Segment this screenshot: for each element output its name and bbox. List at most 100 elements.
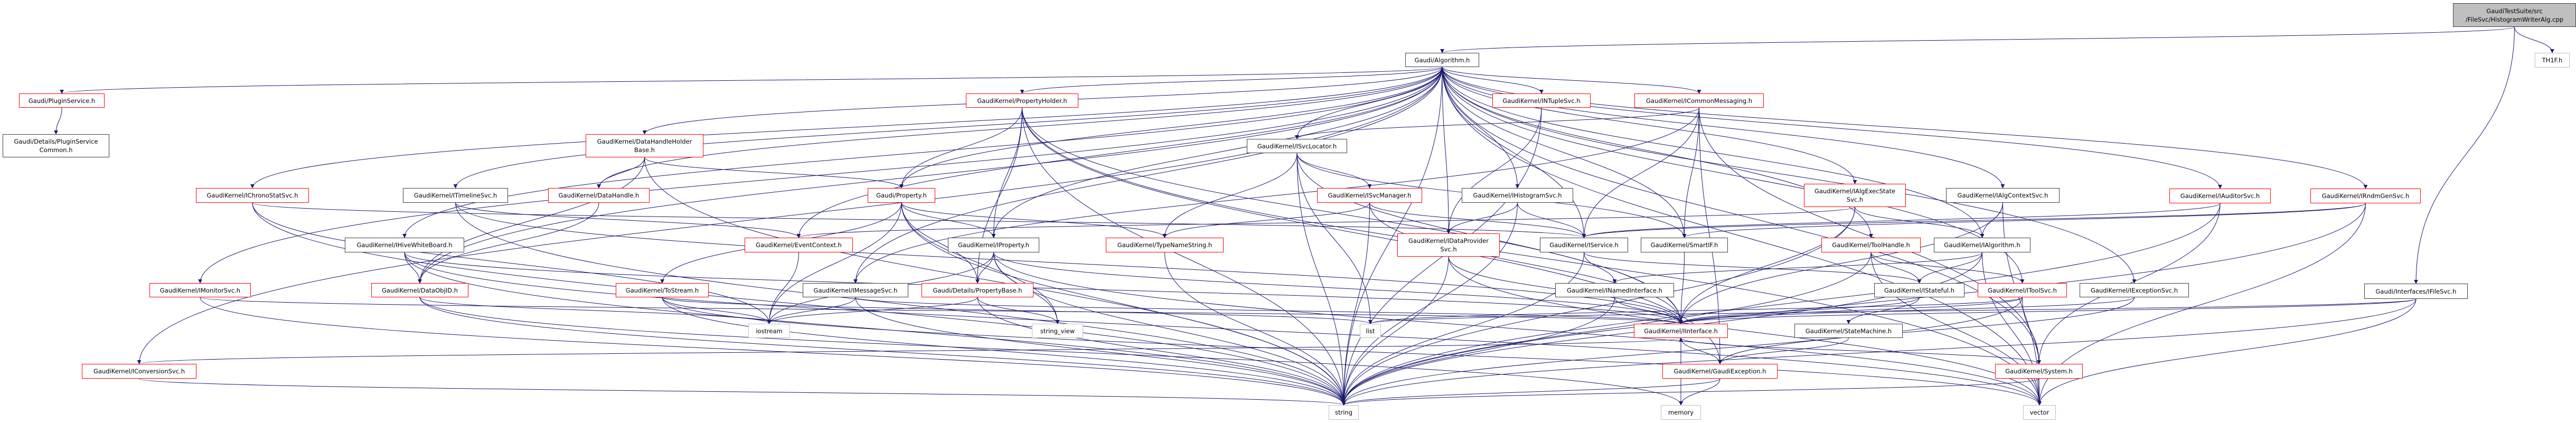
node-iconversionsvc[interactable]: GaudiKernel/IConversionSvc.h: [82, 364, 196, 379]
node-algorithm[interactable]: Gaudi/Algorithm.h: [1405, 53, 1479, 67]
node-label: Gaudi/Property.h: [876, 192, 927, 199]
node-idataprovidersvc[interactable]: GaudiKernel/IDataProvider Svc.h: [1397, 233, 1500, 257]
edge-propertyholder-to-propertybase: [975, 107, 1022, 284]
node-imonitorsvc[interactable]: GaudiKernel/IMonitorSvc.h: [149, 283, 251, 297]
node-typenamestring[interactable]: GaudiKernel/TypeNameString.h: [1106, 238, 1224, 252]
edge-ialgexecstatesvc-to-iinterface: [1679, 206, 1855, 324]
node-iservice[interactable]: GaudiKernel/IService.h: [1540, 238, 1628, 252]
edge-iproperty-to-propertybase: [975, 252, 994, 284]
node-ialgcontextsvc[interactable]: GaudiKernel/IAlgContextSvc.h: [1946, 188, 2060, 203]
edge-smartif-to-iinterface: [1679, 252, 1685, 324]
node-ichronostatsvc[interactable]: GaudiKernel/IChronoStatSvc.h: [196, 188, 309, 203]
node-iinterface[interactable]: GaudiKernel/IInterface.h: [1634, 324, 1728, 338]
node-label: GaudiKernel/IInterface.h: [1644, 327, 1718, 335]
edge-icommonmessaging-to-system: [1699, 107, 2041, 364]
node-gaudiexception[interactable]: GaudiKernel/GaudiException.h: [1662, 364, 1778, 379]
node-ifilesvc[interactable]: Gaudi/Interfaces/IFileSvc.h: [2364, 284, 2468, 299]
edge-irndmgensvc-to-vector: [2037, 203, 2366, 406]
edge-property-to-iproperty: [901, 202, 996, 238]
node-ihistogramsvc[interactable]: GaudiKernel/IHistogramSvc.h: [1462, 188, 1573, 203]
node-label: GaudiKernel/IConversionSvc.h: [93, 368, 185, 375]
edge-toolhandle-to-string: [1341, 252, 1872, 406]
edge-algorithm-to-ihistogramsvc: [1442, 67, 1520, 189]
node-iostream[interactable]: iostream: [748, 324, 790, 338]
node-label: GaudiKernel/IRndmGenSvc.h: [2321, 192, 2410, 200]
node-isvclocator[interactable]: GaudiKernel/ISvcLocator.h: [1247, 139, 1347, 153]
edge-root-to-th1f: [2514, 26, 2554, 53]
node-datahandleholderbase[interactable]: GaudiKernel/DataHandleHolder Base.h: [586, 134, 703, 157]
node-string-view[interactable]: string_view: [1032, 324, 1083, 338]
node-label: /FileSvc/HistogramWriterAlg.cpp: [2465, 15, 2564, 23]
node-th1f[interactable]: TH1F.h: [2535, 53, 2570, 68]
node-irndmgensvc[interactable]: GaudiKernel/IRndmGenSvc.h: [2310, 189, 2421, 203]
node-pluginservice[interactable]: Gaudi/PluginService.h: [19, 93, 105, 108]
node-label: GaudiKernel/INamedInterface.h: [1567, 286, 1662, 294]
edge-datahandle-to-dataobjid: [418, 202, 599, 284]
edge-algorithm-to-imessagesvc: [853, 67, 1443, 284]
edge-datahandleholderbase-to-property: [644, 157, 904, 189]
node-label: GaudiKernel/ISvcManager.h: [1328, 192, 1412, 199]
node-list[interactable]: list: [1360, 324, 1381, 338]
edge-isvcmanager-to-string: [1341, 202, 1370, 406]
edge-propertyholder-to-iproperty: [991, 107, 1022, 238]
edge-inamedinterface-to-string: [1341, 297, 1615, 406]
node-iproperty[interactable]: GaudiKernel/IProperty.h: [948, 238, 1039, 252]
node-ialgexecstatesvc[interactable]: GaudiKernel/IAlgExecState Svc.h: [1804, 184, 1906, 207]
edge-property-to-propertybase: [901, 202, 980, 284]
node-string[interactable]: string: [1329, 405, 1359, 420]
node-datahandle[interactable]: GaudiKernel/DataHandle.h: [548, 188, 650, 203]
edge-iinterface-to-system: [1680, 337, 2041, 364]
node-label: Common.h: [39, 146, 73, 154]
edge-ihivewhiteboard-to-dataobjid: [404, 252, 422, 284]
edge-iauditorsvc-to-string: [1341, 203, 2221, 406]
edge-algorithm-to-itimelinesvc: [453, 67, 1443, 189]
node-ihivewhiteboard[interactable]: GaudiKernel/IHiveWhiteBoard.h: [345, 238, 464, 252]
edge-algorithm-to-datahandle: [597, 67, 1443, 189]
node-iexceptionsvc[interactable]: GaudiKernel/IExceptionSvc.h: [2080, 283, 2189, 297]
edge-imonitorsvc-to-iinterface: [200, 297, 1683, 324]
node-isvcmanager[interactable]: GaudiKernel/ISvcManager.h: [1317, 188, 1422, 203]
node-ialgorithm[interactable]: GaudiKernel/IAlgorithm.h: [1934, 238, 2030, 252]
edge-isvclocator-to-string: [1296, 153, 1346, 406]
node-root[interactable]: GaudiTestSuite/src/FileSvc/HistogramWrit…: [2453, 3, 2576, 27]
edge-algorithm-to-icommonmessaging: [1442, 67, 1701, 94]
node-label: GaudiKernel/IService.h: [1549, 241, 1619, 249]
node-itoolsvc[interactable]: GaudiKernel/IToolSvc.h: [1978, 283, 2067, 297]
node-pluginservicecommon[interactable]: Gaudi/Details/PluginService Common.h: [3, 134, 109, 157]
node-istateful[interactable]: GaudiKernel/IStateful.h: [1874, 283, 1964, 297]
node-inamedinterface[interactable]: GaudiKernel/INamedInterface.h: [1555, 283, 1674, 297]
edge-ihivewhiteboard-to-iinterface: [404, 252, 1683, 324]
node-iauditorsvc[interactable]: GaudiKernel/IAuditorSvc.h: [2169, 189, 2271, 203]
node-toolhandle[interactable]: GaudiKernel/ToolHandle.h: [1821, 238, 1921, 252]
edge-algorithm-to-string: [1341, 67, 1443, 406]
edge-pluginservice-to-pluginservicecommon: [54, 107, 62, 135]
edge-tostream-to-iostream: [662, 297, 772, 324]
node-intuplesvc[interactable]: GaudiKernel/INTupleSvc.h: [1492, 93, 1591, 108]
node-dataobjid[interactable]: GaudiKernel/DataObjID.h: [371, 283, 468, 297]
node-label: Svc.h: [1846, 196, 1864, 203]
node-icommonmessaging[interactable]: GaudiKernel/ICommonMessaging.h: [1634, 93, 1764, 108]
node-label: GaudiKernel/IExceptionSvc.h: [2090, 286, 2178, 294]
node-property[interactable]: Gaudi/Property.h: [868, 188, 935, 203]
edge-algorithm-to-intuplesvc: [1442, 67, 1544, 94]
node-itimelinesvc[interactable]: GaudiKernel/ITimelineSvc.h: [403, 188, 508, 203]
edge-ialgorithm-to-istateful: [1917, 252, 1982, 284]
node-imessagesvc[interactable]: GaudiKernel/IMessageSvc.h: [803, 283, 908, 297]
node-propertybase[interactable]: Gaudi/Details/PropertyBase.h: [922, 283, 1033, 297]
node-vector[interactable]: vector: [2023, 405, 2056, 420]
node-smartif[interactable]: GaudiKernel/SmartIF.h: [1641, 238, 1728, 252]
edge-algorithm-to-system: [1442, 67, 2041, 364]
edge-itoolsvc-to-system: [2022, 297, 2041, 364]
node-propertyholder[interactable]: GaudiKernel/PropertyHolder.h: [966, 93, 1078, 108]
node-label: Base.h: [634, 146, 655, 154]
node-label: GaudiKernel/IHiveWhiteBoard.h: [356, 241, 453, 249]
node-tostream[interactable]: GaudiKernel/ToStream.h: [616, 283, 709, 297]
node-statemachine[interactable]: GaudiKernel/StateMachine.h: [1794, 324, 1903, 338]
node-system[interactable]: GaudiKernel/System.h: [1995, 364, 2083, 379]
edge-imessagesvc-to-iinterface: [855, 297, 1683, 324]
node-eventcontext[interactable]: GaudiKernel/EventContext.h: [745, 238, 853, 252]
edge-imessagesvc-to-iostream: [767, 297, 856, 324]
node-memory[interactable]: memory: [1661, 405, 1701, 420]
node-label: GaudiKernel/IMessageSvc.h: [813, 286, 898, 294]
edge-algorithm-to-isvclocator: [1295, 67, 1443, 139]
